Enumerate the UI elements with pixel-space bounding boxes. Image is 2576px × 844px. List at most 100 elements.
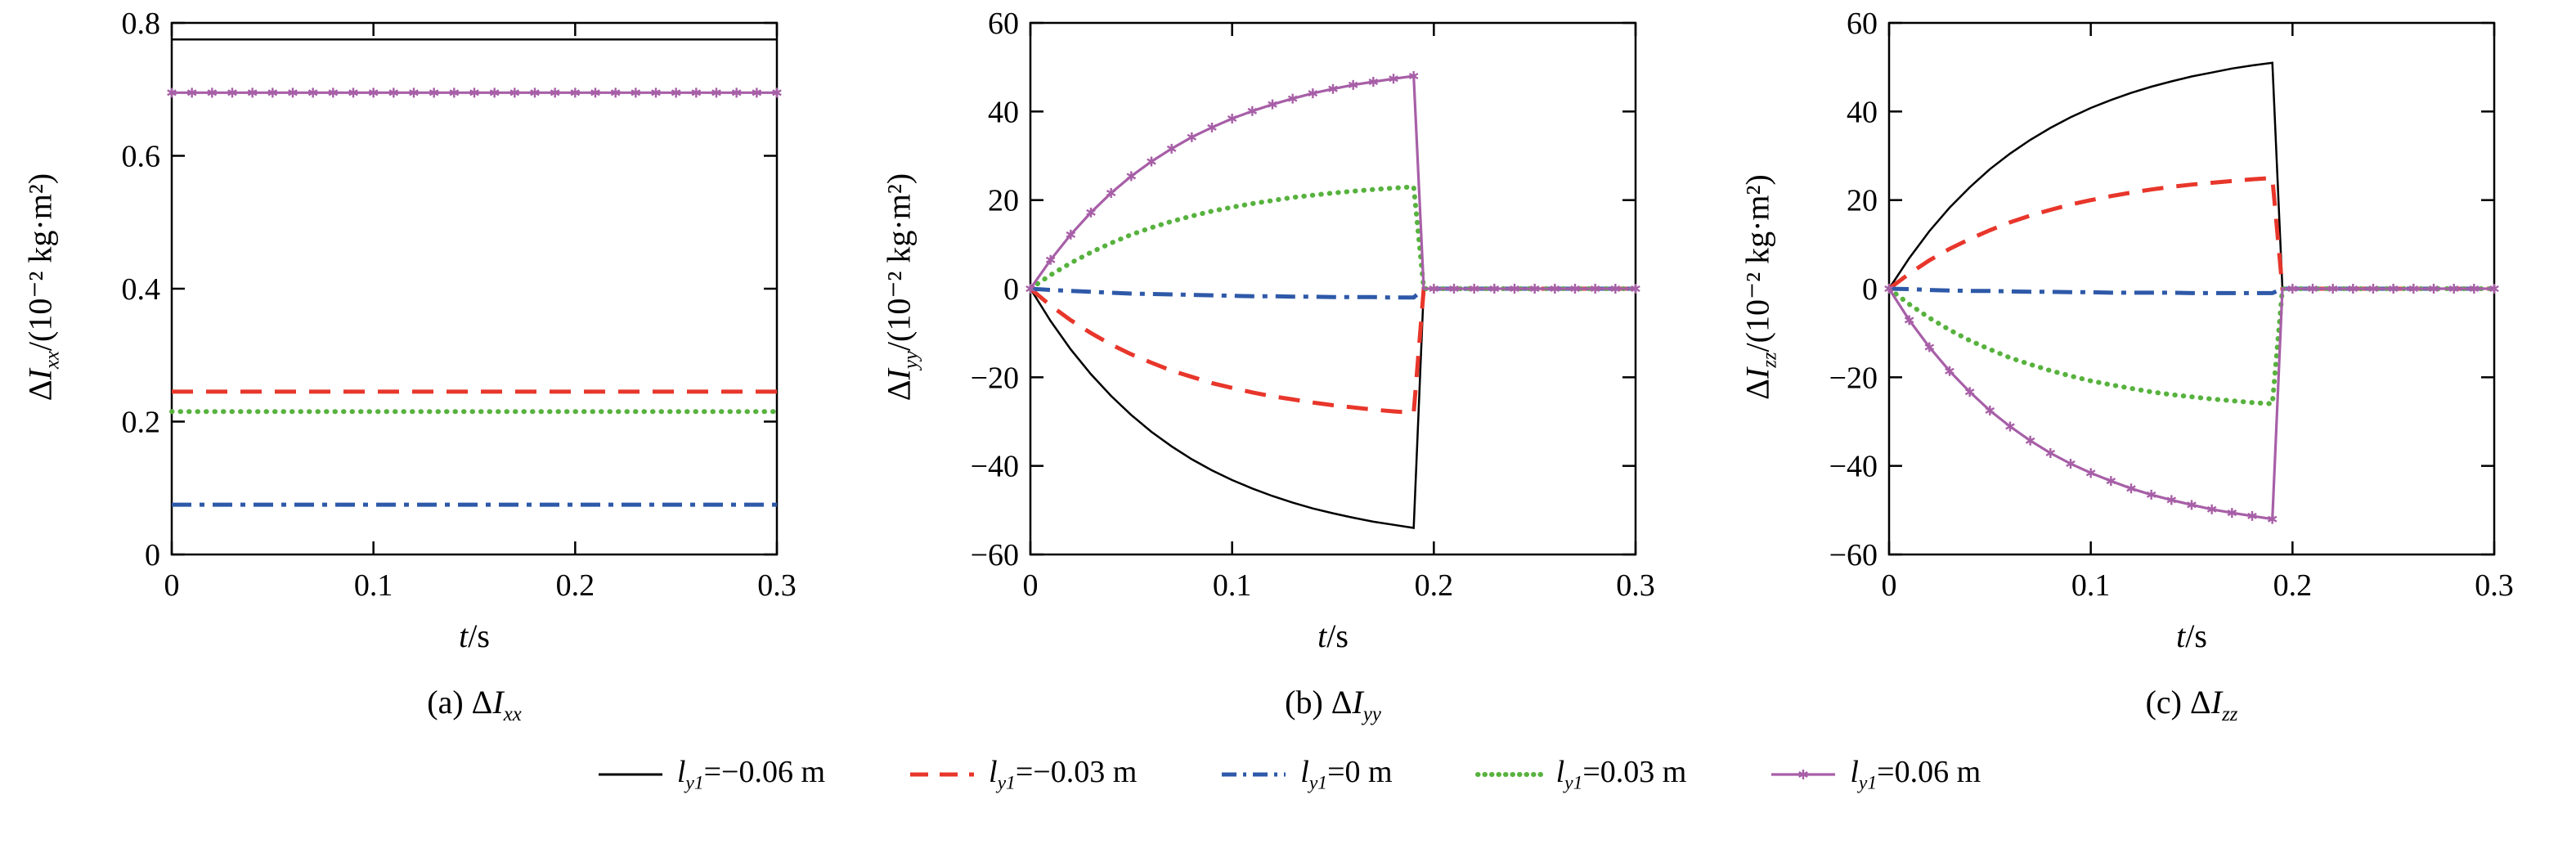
y-tick-label: −60: [1829, 538, 1878, 572]
y-tick-label: 60: [1847, 7, 1878, 41]
y-axis-label-a: ΔIxx/(10⁻² kg·m²): [21, 173, 65, 401]
marker-asterisk: [1884, 284, 1894, 294]
ylabel-var: I: [880, 369, 918, 380]
legend-item-3: ly1=0.03 m: [1474, 754, 1687, 795]
marker-asterisk: [1187, 132, 1197, 142]
marker-asterisk: [1207, 122, 1217, 132]
marker-asterisk: [1166, 143, 1177, 154]
marker-asterisk: [1066, 229, 1076, 240]
marker-asterisk: [2227, 508, 2237, 519]
legend-label: ly1=0.03 m: [1555, 755, 1687, 794]
marker-asterisk: [2247, 510, 2257, 521]
marker-asterisk: [1247, 106, 1258, 116]
ylabel-delta: Δ: [21, 379, 59, 402]
caption-pre: (b) Δ: [1285, 684, 1353, 721]
marker-asterisk: [2066, 458, 2076, 469]
marker-asterisk: [1126, 171, 1137, 182]
marker-asterisk: [2005, 421, 2015, 432]
plot-area-c: 0 0.1 0.2 0.3 −60 −40 −20 0 20 40 60: [1829, 7, 2514, 603]
marker-asterisk: [530, 88, 540, 98]
y-tick-label: −40: [1829, 450, 1878, 484]
marker-asterisk: [2327, 284, 2338, 294]
marker-asterisk: [671, 88, 681, 98]
marker-asterisk: [1631, 284, 1640, 294]
marker-asterisk: [509, 88, 520, 98]
caption-c: (c) ΔIzz: [1889, 683, 2494, 726]
y-tick-label: −20: [1829, 361, 1878, 395]
marker-asterisk: [1469, 284, 1479, 294]
ylabel-sub: yy: [900, 351, 922, 370]
marker-asterisk: [429, 88, 439, 98]
x-tick-label: 0.2: [2273, 568, 2313, 603]
plot-frame: [170, 21, 779, 556]
y-tick-label: 60: [988, 7, 1019, 41]
marker-asterisk: [307, 88, 318, 98]
marker-asterisk: [328, 88, 339, 98]
caption-sub: zz: [2222, 703, 2238, 725]
y-tick-label: 0: [145, 538, 160, 572]
x-tick-label: 0.2: [556, 568, 595, 603]
ylabel-sub: zz: [1758, 352, 1781, 368]
marker-asterisk: [227, 88, 237, 98]
marker-asterisk: [1106, 188, 1116, 198]
xlabel-var: t: [459, 617, 469, 654]
marker-asterisk: [590, 88, 600, 98]
caption-var: I: [1352, 684, 1363, 721]
ylabel-sub: xx: [41, 351, 64, 370]
series-line-0: [1887, 61, 2494, 290]
marker-asterisk: [570, 88, 581, 98]
marker-asterisk: [711, 88, 721, 98]
marker-asterisk: [288, 88, 298, 98]
x-tick-label: 0.3: [757, 568, 797, 603]
marker-asterisk: [1904, 315, 1914, 325]
marker-asterisk: [752, 88, 762, 98]
marker-asterisk: [207, 88, 218, 98]
marker-asterisk: [2206, 504, 2217, 514]
marker-asterisk: [1550, 284, 1560, 294]
legend-item-4: ly1=0.06 m: [1768, 754, 1981, 795]
marker-asterisk: [1227, 114, 1237, 123]
y-tick-label: 0.8: [122, 7, 161, 41]
series-line-0: [1029, 287, 1636, 529]
marker-asterisk: [1287, 93, 1298, 104]
marker-asterisk: [388, 88, 399, 98]
marker-asterisk: [1510, 284, 1519, 294]
marker-asterisk: [1308, 88, 1318, 99]
series-line-3: [1887, 286, 2497, 406]
marker-asterisk: [2308, 284, 2318, 294]
marker-asterisk: [469, 88, 479, 98]
legend-sample-solid: [598, 773, 662, 776]
xlabel-var: t: [2176, 617, 2186, 654]
marker-asterisk: [651, 88, 661, 98]
y-tick-label: −60: [971, 538, 1019, 572]
y-tick-label: 0: [1862, 272, 1878, 307]
marker-asterisk: [368, 88, 379, 98]
legend-item-1: ly1=−0.03 m: [907, 754, 1137, 795]
chart-a: ΔIxx/(10⁻² kg·m²) 0 0.1 0.2 0.3 0 0.2 0.4 0.6 0.…: [0, 5, 859, 726]
legend-sample-dotted: [1474, 771, 1544, 777]
marker-asterisk: [449, 88, 460, 98]
marker-asterisk: [2025, 435, 2035, 446]
marker-asterisk: [2267, 514, 2278, 524]
y-tick-label: 0.2: [122, 406, 161, 440]
marker-asterisk: [2166, 495, 2177, 505]
marker-asterisk: [1045, 254, 1056, 265]
xlabel-unit: /s: [1326, 617, 1349, 654]
marker-asterisk: [2489, 284, 2499, 294]
legend-sample-dashed: [910, 772, 975, 777]
plot-area-b: 0 0.1 0.2 0.3 −60 −40 −20 0 20 40 60: [971, 7, 1655, 603]
x-tick-label: 0: [1023, 568, 1039, 603]
y-tick-label: 40: [988, 95, 1019, 129]
marker-asterisk: [2287, 284, 2298, 294]
marker-asterisk: [1268, 99, 1277, 110]
marker-asterisk: [772, 88, 782, 98]
caption-var: I: [492, 684, 504, 721]
marker-asterisk: [1798, 769, 1809, 779]
caption-b: (b) ΔIyy: [1030, 683, 1636, 726]
marker-asterisk: [489, 88, 500, 98]
x-axis-label-c: t/s: [1889, 617, 2494, 655]
marker-asterisk: [1945, 366, 1954, 376]
ylabel-unit: /(10⁻² kg·m²): [880, 173, 918, 352]
series-line-4: [1887, 287, 2494, 521]
